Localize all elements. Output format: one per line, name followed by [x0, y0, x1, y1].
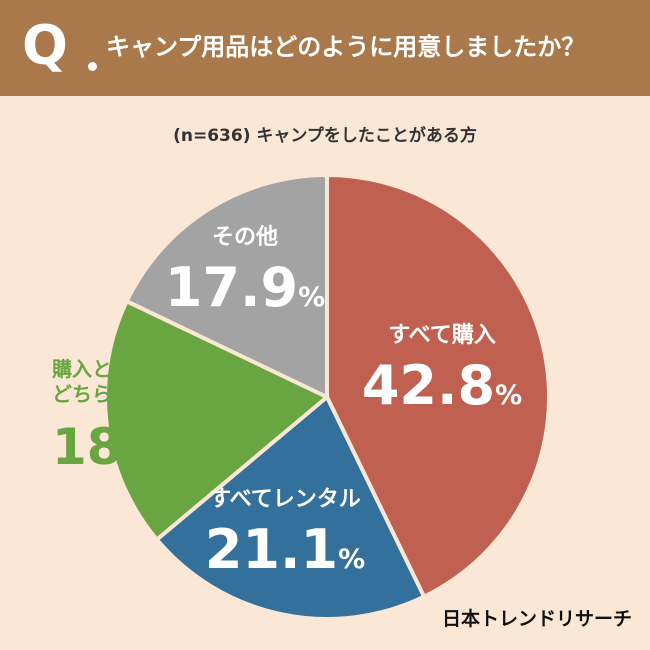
pie-labels: すべて購入 42.8% すべてレンタル 21.1% 購入とレンタルどちらもある 18.2%… — [52, 225, 522, 581]
pie-slice — [325, 173, 551, 599]
brand-logo-text: 日本トレンドリサーチ — [441, 608, 632, 630]
pie-slice — [103, 299, 329, 542]
question-dot — [88, 62, 97, 71]
slice-value-label: 18.2% — [52, 418, 200, 476]
question-text: キャンプ用品はどのように用意しましたか？ — [106, 33, 586, 61]
slice-label: すべてレンタル — [209, 487, 361, 512]
question-mark-q: Q — [22, 14, 68, 77]
chart-subtitle: (n=636) キャンプをしたことがある方 — [173, 126, 477, 146]
pie-slice — [154, 395, 427, 621]
header-bar: Q キャンプ用品はどのように用意しましたか？ — [0, 0, 650, 96]
slice-label: すべて購入 — [388, 323, 496, 348]
slice-value-label: 17.9% — [165, 256, 325, 319]
slice-value-label: 42.8% — [362, 354, 522, 417]
slice-label: その他 — [212, 225, 278, 250]
slice-label: 購入とレンタルどちらもある — [52, 357, 192, 406]
pie-slice — [124, 173, 329, 399]
pie-slices — [103, 173, 551, 621]
slice-value-label: 21.1% — [205, 518, 365, 581]
